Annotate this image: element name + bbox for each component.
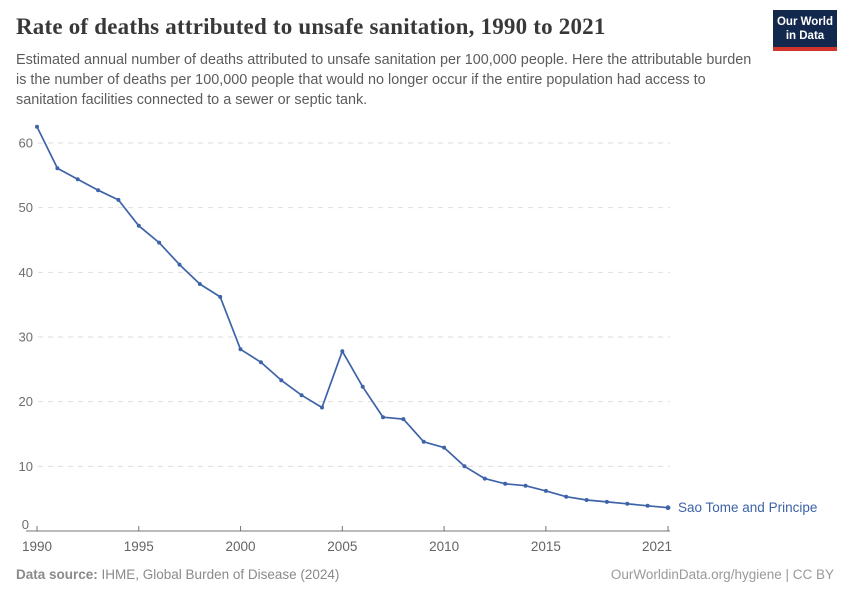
data-point-marker <box>55 166 60 171</box>
logo-line-1: Our World <box>776 16 833 28</box>
x-axis-tick-label: 2021 <box>642 539 672 554</box>
data-point-marker <box>96 188 101 193</box>
x-axis-tick-label: 2000 <box>226 539 256 554</box>
y-axis-tick-label: 50 <box>19 200 33 215</box>
page-title: Rate of deaths attributed to unsafe sani… <box>16 14 606 39</box>
y-axis-tick-label: 40 <box>19 265 33 280</box>
chart-subtitle: Estimated annual number of deaths attrib… <box>16 52 752 109</box>
data-point-marker <box>625 501 630 506</box>
data-point-marker <box>564 494 569 499</box>
data-point-marker <box>523 483 528 488</box>
data-point-marker <box>665 505 671 511</box>
data-point-marker <box>177 262 182 267</box>
y-axis-tick-label: 60 <box>19 135 33 150</box>
y-axis-tick-label: 20 <box>19 394 33 409</box>
data-point-marker <box>381 415 385 420</box>
data-source-label: Data source: <box>16 567 98 582</box>
x-axis-tick-label: 2010 <box>429 539 459 554</box>
data-point-marker <box>75 177 80 182</box>
data-point-marker <box>604 499 609 504</box>
data-point-marker <box>279 378 284 383</box>
x-axis-tick-label: 1995 <box>124 539 154 554</box>
data-point-marker <box>258 360 263 365</box>
data-point-marker <box>116 197 121 202</box>
data-point-marker <box>360 384 365 389</box>
our-world-in-data-logo[interactable]: Our World in Data <box>773 10 837 51</box>
data-point-marker <box>320 405 324 410</box>
data-source-note: Data source: IHME, Global Burden of Dise… <box>16 567 339 582</box>
data-point-marker <box>543 488 548 493</box>
x-axis-tick-label: 2015 <box>531 539 561 554</box>
logo-line-2: in Data <box>785 30 825 42</box>
data-point-marker <box>218 294 223 299</box>
data-point-marker <box>401 417 406 422</box>
data-point-marker <box>584 498 589 502</box>
y-axis-tick-label: 30 <box>19 329 33 344</box>
data-point-marker <box>136 223 141 228</box>
data-point-marker <box>462 464 467 469</box>
owid-url-license-link[interactable]: OurWorldinData.org/hygiene | CC BY <box>610 567 834 582</box>
x-axis-tick-label: 1990 <box>22 539 52 554</box>
data-point-marker <box>645 503 650 508</box>
y-axis-tick-label: 0 <box>22 517 29 532</box>
series-line-sao-tome-and-principe <box>36 125 669 509</box>
data-point-marker <box>35 124 39 129</box>
y-axis-tick-label: 10 <box>19 459 33 474</box>
data-point-marker <box>299 393 304 398</box>
data-source-text: IHME, Global Burden of Disease (2024) <box>97 567 340 582</box>
data-point-marker <box>197 282 202 286</box>
data-point-marker <box>340 349 345 354</box>
data-point-marker <box>503 481 508 486</box>
data-point-marker <box>238 347 243 352</box>
data-point-marker <box>482 476 487 481</box>
series-label-sao-tome-and-principe[interactable]: Sao Tome and Principe <box>678 500 818 515</box>
data-point-marker <box>157 240 162 245</box>
x-axis-tick-label: 2005 <box>327 539 357 554</box>
data-point-marker <box>421 439 426 444</box>
data-point-marker <box>442 445 447 450</box>
